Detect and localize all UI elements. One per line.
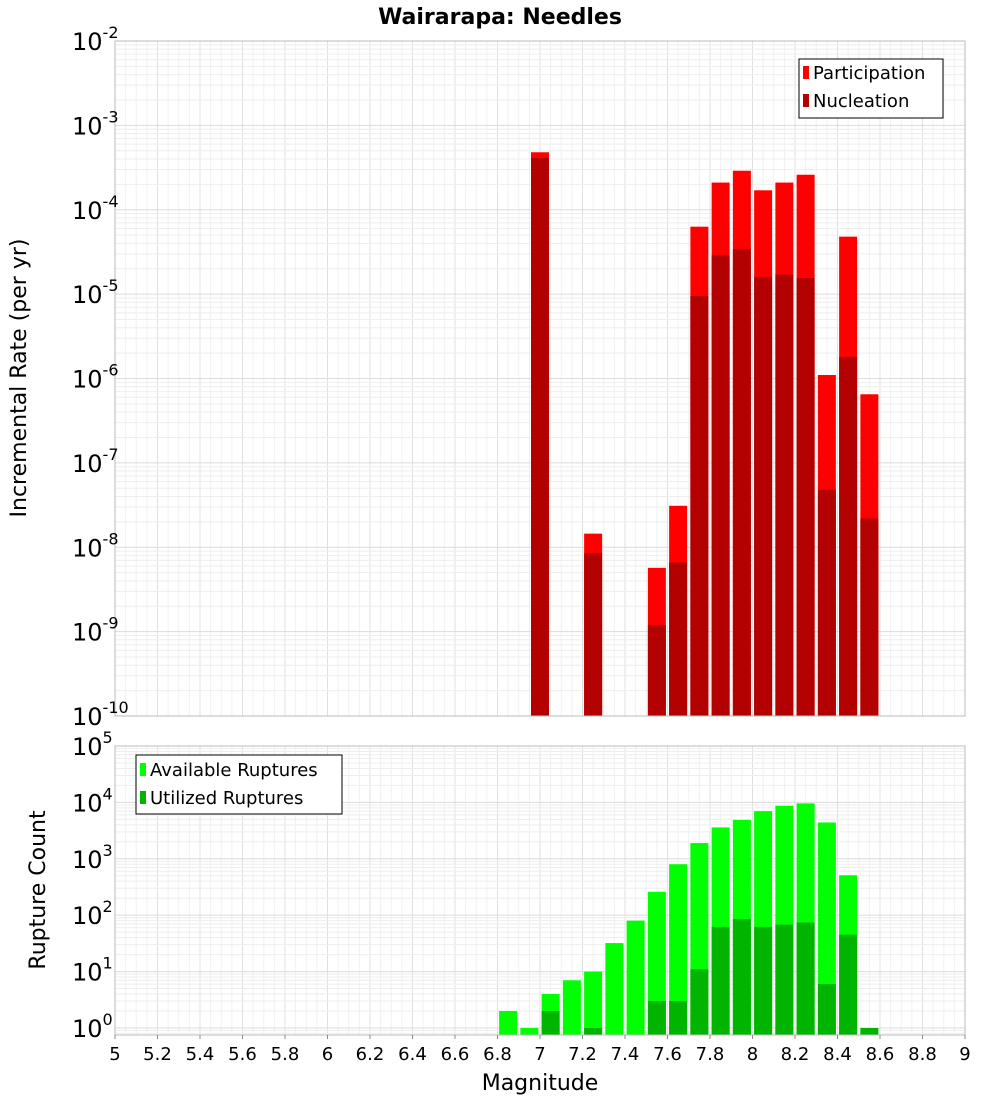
x-tick-label: 5.2 xyxy=(143,1044,172,1065)
nucleation-bar xyxy=(860,518,879,716)
x-tick-label: 8.2 xyxy=(781,1044,810,1065)
top-legend: Participation Nucleation xyxy=(798,58,944,119)
bottom-panel: 100 101 102 103 104 105 Rupture Count Availab… xyxy=(26,728,966,1043)
utilized-ruptures-bar xyxy=(796,922,815,1035)
x-axis-label: Magnitude xyxy=(482,1071,599,1096)
nucleation-bar xyxy=(711,255,730,716)
utilized-ruptures-bar xyxy=(669,1001,688,1035)
utilized-ruptures-bar xyxy=(817,984,836,1035)
y-tick-label: 102 xyxy=(72,897,113,930)
available-ruptures-bar xyxy=(605,943,624,1035)
y-tick-label: 10-10 xyxy=(72,698,129,731)
utilized-ruptures-bar xyxy=(732,919,751,1035)
available-ruptures-bar xyxy=(584,971,603,1035)
y-tick-label: 10-5 xyxy=(72,276,119,309)
available-ruptures-bar xyxy=(499,1010,518,1035)
x-tick-label: 5.6 xyxy=(228,1044,257,1065)
nucleation-bar xyxy=(690,296,709,716)
available-ruptures-bar xyxy=(626,920,645,1035)
top-plot-frame xyxy=(114,40,966,717)
bottom-legend-box xyxy=(135,754,343,815)
y-tick-label: 105 xyxy=(72,728,113,761)
nucleation-bar xyxy=(647,624,666,716)
x-tick-label: 6.4 xyxy=(398,1044,427,1065)
utilized-ruptures-bar xyxy=(839,934,858,1035)
available-ruptures-bar xyxy=(817,822,836,1035)
y-tick-label: 103 xyxy=(72,841,113,874)
nucleation-bar xyxy=(754,276,773,716)
utilized-ruptures-bar xyxy=(647,1001,666,1035)
nucleation-bar xyxy=(839,356,858,716)
x-tick-label: 9 xyxy=(959,1044,970,1065)
nucleation-bar xyxy=(775,274,794,716)
available-legend-swatch xyxy=(140,763,146,776)
y-tick-label: 10-2 xyxy=(72,23,119,56)
top-panel: 10-10 10-9 10-8 10-7 10-6 10-5 10-4 10-3 10-2 In… xyxy=(7,23,966,731)
y-tick-label: 10-7 xyxy=(72,445,119,478)
bottom-y-ticks: 100 101 102 103 104 105 xyxy=(72,728,113,1043)
bottom-bars xyxy=(499,803,879,1035)
available-legend-label: Available Ruptures xyxy=(150,760,318,781)
y-tick-label: 10-4 xyxy=(72,192,119,225)
utilized-ruptures-bar xyxy=(754,926,773,1035)
utilized-ruptures-bar xyxy=(584,1027,603,1035)
x-tick-label: 7.6 xyxy=(653,1044,682,1065)
nucleation-bar xyxy=(732,249,751,716)
x-tick-label: 6.2 xyxy=(356,1044,385,1065)
nucleation-bar xyxy=(796,278,815,716)
bottom-y-axis-label: Rupture Count xyxy=(26,810,51,970)
y-tick-label: 10-6 xyxy=(72,361,119,394)
available-ruptures-bar xyxy=(562,980,581,1035)
utilized-ruptures-bar xyxy=(775,924,794,1035)
nucleation-bar xyxy=(817,489,836,716)
utilized-ruptures-bar xyxy=(541,1010,560,1035)
available-ruptures-bar xyxy=(647,891,666,1035)
participation-legend-label: Participation xyxy=(813,63,925,84)
y-tick-label: 10-8 xyxy=(72,529,119,562)
top-bars xyxy=(531,152,879,716)
x-tick-label: 8.4 xyxy=(823,1044,852,1065)
x-tick-label: 6.8 xyxy=(483,1044,512,1065)
y-tick-label: 10-9 xyxy=(72,614,119,647)
y-tick-label: 104 xyxy=(72,784,113,817)
x-tick-label: 8.6 xyxy=(866,1044,895,1065)
top-legend-box xyxy=(798,58,944,119)
utilized-ruptures-bar xyxy=(860,1027,879,1035)
chart-title: Wairarapa: Needles xyxy=(378,5,622,30)
x-tick-label: 6 xyxy=(322,1044,333,1065)
top-y-axis-label: Incremental Rate (per yr) xyxy=(7,239,32,518)
x-tick-label: 7.2 xyxy=(568,1044,597,1065)
y-tick-label: 100 xyxy=(72,1010,113,1043)
utilized-legend-label: Utilized Ruptures xyxy=(150,788,303,809)
utilized-legend-swatch xyxy=(140,791,146,804)
available-ruptures-bar xyxy=(520,1027,539,1035)
x-tick-label: 5.4 xyxy=(186,1044,215,1065)
utilized-ruptures-bar xyxy=(690,969,709,1035)
participation-legend-swatch xyxy=(803,66,809,79)
utilized-ruptures-bar xyxy=(711,926,730,1035)
y-tick-label: 10-3 xyxy=(72,107,119,140)
x-tick-label: 7.4 xyxy=(611,1044,640,1065)
x-tick-label: 5.8 xyxy=(271,1044,300,1065)
nucleation-bar xyxy=(669,562,688,716)
nucleation-legend-swatch xyxy=(803,94,809,107)
nucleation-bar xyxy=(584,553,603,716)
x-tick-label: 8.8 xyxy=(908,1044,937,1065)
x-tick-label: 7 xyxy=(534,1044,545,1065)
x-tick-label: 6.6 xyxy=(441,1044,470,1065)
top-y-ticks: 10-10 10-9 10-8 10-7 10-6 10-5 10-4 10-3 10-2 xyxy=(72,23,129,731)
available-ruptures-bar xyxy=(669,864,688,1035)
y-tick-label: 101 xyxy=(72,954,113,987)
x-tick-label: 8 xyxy=(747,1044,758,1065)
nucleation-bar xyxy=(531,158,549,716)
bottom-legend: Available Ruptures Utilized Ruptures xyxy=(135,754,343,815)
x-tick-label: 5 xyxy=(109,1044,120,1065)
x-ticks: 5 5.2 5.4 5.6 5.8 6 6.2 6.4 6.6 6.8 7 7.2 7.4 7.6 7.8 8… xyxy=(109,1035,971,1065)
nucleation-legend-label: Nucleation xyxy=(813,91,909,112)
x-tick-label: 7.8 xyxy=(696,1044,725,1065)
